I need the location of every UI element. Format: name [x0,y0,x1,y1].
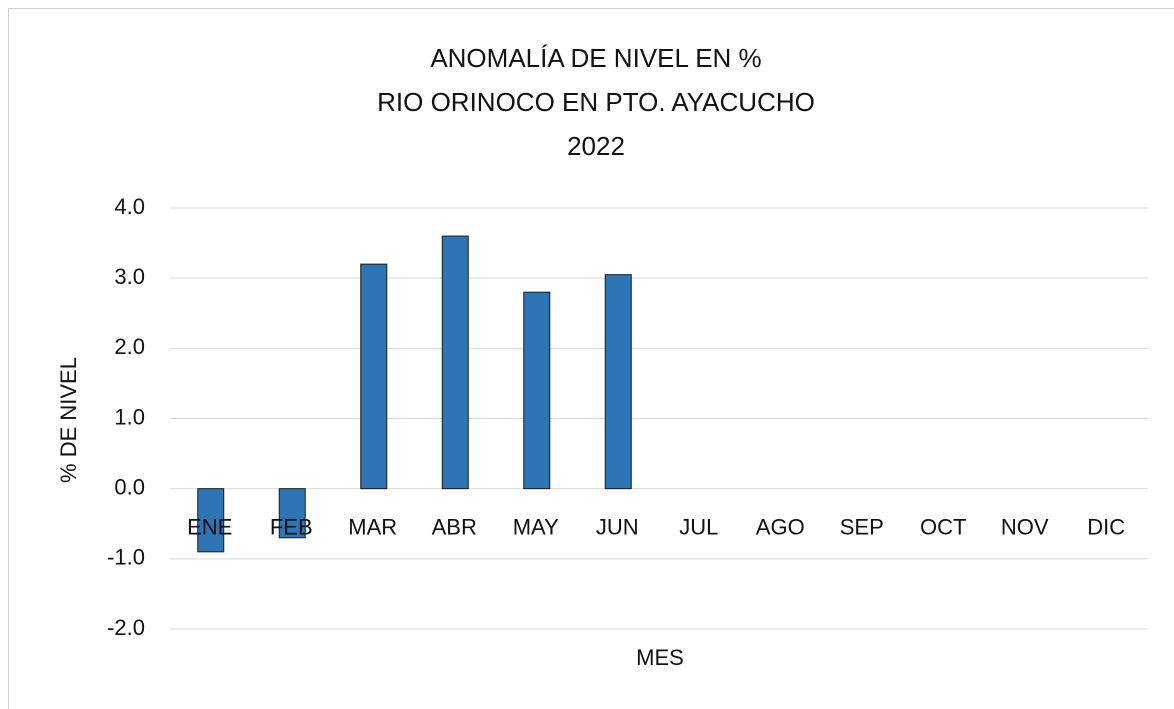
x-tick-label: ENE [187,514,232,539]
bar [360,263,388,490]
x-tick-label: ABR [432,514,477,539]
bar [197,488,225,553]
x-tick-label: SEP [840,514,884,539]
y-tick-label: 1.0 [114,404,145,429]
bar [604,274,632,490]
x-tick-label: AGO [756,514,805,539]
chart-border [8,8,1174,709]
chart-title: RIO ORINOCO EN PTO. AYACUCHO [377,87,815,117]
x-tick-label: JUL [679,514,718,539]
x-tick-label: JUN [596,514,639,539]
x-tick-label: MAY [513,514,559,539]
x-tick-label: OCT [920,514,966,539]
chart-title: 2022 [567,131,625,161]
x-tick-label: NOV [1001,514,1049,539]
bar [441,235,469,490]
y-tick-label: 4.0 [114,194,145,219]
x-axis-label: MES [636,645,684,670]
y-tick-label: -1.0 [107,545,145,570]
bar [523,291,551,490]
x-tick-label: FEB [270,514,313,539]
x-tick-label: MAR [348,514,397,539]
y-axis-label: % DE NIVEL [56,357,81,483]
x-tick-label: DIC [1087,514,1125,539]
y-tick-label: 3.0 [114,264,145,289]
y-tick-label: -2.0 [107,615,145,640]
bar [278,488,306,539]
chart-title: ANOMALÍA DE NIVEL EN % [430,43,761,73]
y-tick-label: 2.0 [114,334,145,359]
y-tick-label: 0.0 [114,474,145,499]
